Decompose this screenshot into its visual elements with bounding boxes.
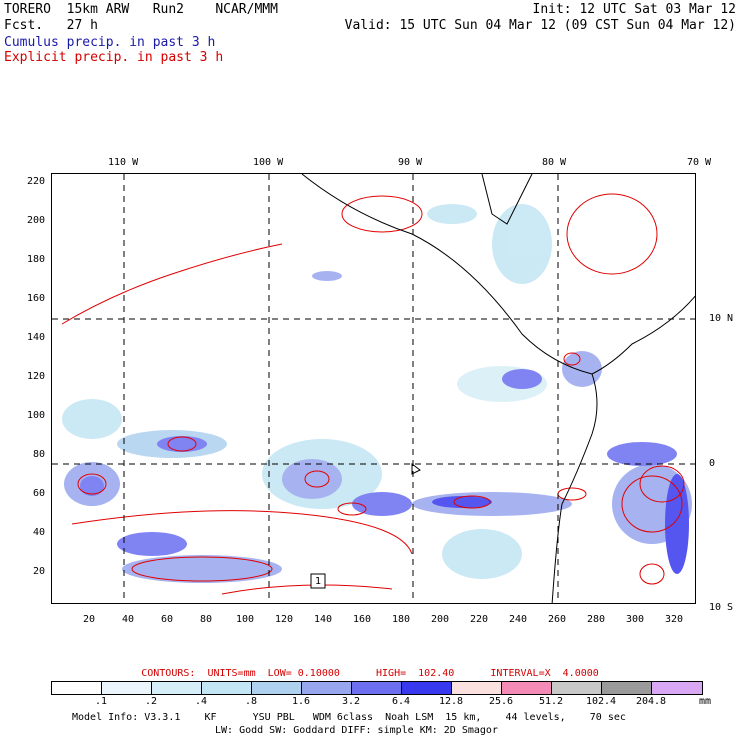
color-bar-cell bbox=[202, 682, 252, 694]
x-tick: 260 bbox=[548, 614, 567, 625]
legend-explicit: Explicit precip. in past 3 h bbox=[4, 50, 224, 65]
color-bar-cell bbox=[152, 682, 202, 694]
lon-label-80w: 80 W bbox=[542, 157, 567, 168]
color-bar-cell bbox=[552, 682, 602, 694]
color-bar-unit: mm bbox=[699, 696, 712, 707]
y-tick: 60 bbox=[33, 488, 46, 499]
color-bar-label: 25.6 bbox=[488, 696, 514, 707]
lon-label-70w: 70 W bbox=[687, 157, 712, 168]
x-tick: 280 bbox=[587, 614, 606, 625]
cumulus-precip-shading bbox=[62, 204, 692, 583]
color-bar-label: 102.4 bbox=[585, 696, 617, 707]
precip-map-svg bbox=[52, 174, 695, 603]
color-bar-label: 12.8 bbox=[438, 696, 464, 707]
x-tick: 180 bbox=[392, 614, 411, 625]
x-tick: 20 bbox=[83, 614, 96, 625]
x-tick: 100 bbox=[236, 614, 255, 625]
lon-label-90w: 90 W bbox=[398, 157, 423, 168]
color-bar-label: 3.2 bbox=[341, 696, 361, 707]
lon-label-100w: 100 W bbox=[253, 157, 284, 168]
box-marker bbox=[310, 573, 326, 589]
x-tick: 320 bbox=[665, 614, 684, 625]
box-marker-label: 1 bbox=[315, 576, 322, 587]
init-time: Init: 12 UTC Sat 03 Mar 12 bbox=[532, 2, 737, 17]
valid-time: Valid: 15 UTC Sun 04 Mar 12 (09 CST Sun … bbox=[344, 18, 736, 33]
color-bar-label: .4 bbox=[194, 696, 208, 707]
x-tick: 220 bbox=[470, 614, 489, 625]
color-bar-label: 51.2 bbox=[538, 696, 564, 707]
color-bar-cell bbox=[602, 682, 652, 694]
legend-cumulus: Cumulus precip. in past 3 h bbox=[4, 35, 216, 50]
lat-label-10s: 10 S bbox=[709, 602, 734, 613]
x-tick: 80 bbox=[200, 614, 213, 625]
color-bar-label: 204.8 bbox=[635, 696, 667, 707]
color-bar-cell bbox=[452, 682, 502, 694]
x-tick: 240 bbox=[509, 614, 528, 625]
color-bar bbox=[51, 681, 703, 695]
latlon-grid bbox=[52, 174, 695, 603]
color-bar-cell bbox=[652, 682, 702, 694]
color-bar-cell bbox=[52, 682, 102, 694]
model-info-line2: LW: Godd SW: Goddard DIFF: simple KM: 2D… bbox=[215, 725, 498, 736]
model-info-line1: Model Info: V3.3.1 KF YSU PBL WDM 6class… bbox=[72, 712, 626, 723]
x-tick: 160 bbox=[353, 614, 372, 625]
y-tick: 200 bbox=[27, 215, 46, 226]
contours-info: CONTOURS: UNITS=mm LOW= 0.10000 HIGH= 10… bbox=[141, 668, 599, 679]
lon-label-110w: 110 W bbox=[108, 157, 139, 168]
x-tick: 60 bbox=[161, 614, 174, 625]
x-tick: 140 bbox=[314, 614, 333, 625]
x-tick: 300 bbox=[626, 614, 645, 625]
x-tick: 200 bbox=[431, 614, 450, 625]
lat-label-0: 0 bbox=[709, 458, 716, 469]
y-tick: 220 bbox=[27, 176, 46, 187]
precip-map: 1 bbox=[51, 173, 696, 604]
y-tick: 40 bbox=[33, 527, 46, 538]
color-bar-cell bbox=[502, 682, 552, 694]
forecast-hour: Fcst. 27 h bbox=[4, 18, 98, 33]
x-tick: 120 bbox=[275, 614, 294, 625]
color-bar-label: 6.4 bbox=[391, 696, 411, 707]
color-bar-cell bbox=[252, 682, 302, 694]
explicit-precip-contours bbox=[61, 193, 685, 595]
model-title: TORERO 15km ARW Run2 NCAR/MMM bbox=[4, 2, 278, 17]
color-bar-label: .8 bbox=[244, 696, 258, 707]
color-bar-cell bbox=[302, 682, 352, 694]
color-bar-label: .1 bbox=[94, 696, 108, 707]
lat-label-10n: 10 N bbox=[709, 313, 734, 324]
color-bar-cell bbox=[102, 682, 152, 694]
y-tick: 80 bbox=[33, 449, 46, 460]
color-bar-cell bbox=[352, 682, 402, 694]
y-tick: 20 bbox=[33, 566, 46, 577]
y-tick: 180 bbox=[27, 254, 46, 265]
color-bar-label: .2 bbox=[144, 696, 158, 707]
color-bar-label: 1.6 bbox=[291, 696, 311, 707]
y-tick: 120 bbox=[27, 371, 46, 382]
y-tick: 160 bbox=[27, 293, 46, 304]
y-tick: 140 bbox=[27, 332, 46, 343]
coastlines bbox=[301, 174, 695, 603]
y-tick: 100 bbox=[27, 410, 46, 421]
color-bar-cell bbox=[402, 682, 452, 694]
x-tick: 40 bbox=[122, 614, 135, 625]
